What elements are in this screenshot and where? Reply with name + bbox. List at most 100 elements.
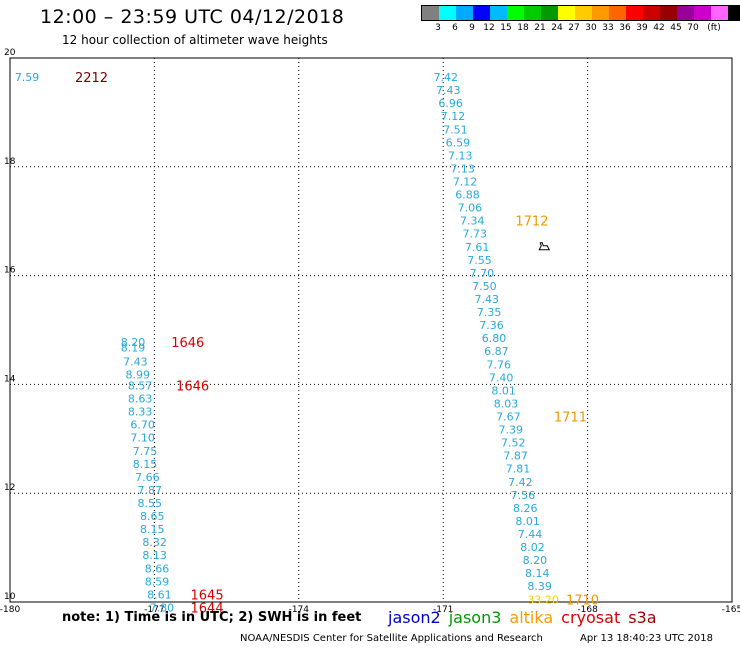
footer-timestamp: Apr 13 18:40:23 UTC 2018	[580, 633, 713, 644]
wave-height-value: 8.59	[145, 575, 170, 588]
wave-height-value: 6.59	[446, 136, 471, 149]
wave-height-value: 8.01	[515, 515, 540, 528]
wave-height-value: 8.33	[128, 406, 153, 419]
wave-height-value: 8.20	[523, 554, 548, 567]
wave-height-value: 7.70	[470, 267, 495, 280]
page-title: 12:00 – 23:59 UTC 04/12/2018	[40, 6, 345, 28]
color-swatch	[524, 6, 541, 20]
color-swatch	[728, 6, 740, 20]
wave-height-value: 7.42	[508, 476, 533, 489]
color-scale-label: 70	[687, 23, 699, 33]
y-tick-label: 10	[4, 592, 16, 602]
color-swatch	[473, 6, 490, 20]
color-scale-label: 30	[585, 23, 597, 33]
x-tick-label: -177	[144, 605, 164, 615]
wave-height-value: 7.59	[15, 71, 39, 84]
wave-height-value: 6.96	[438, 97, 463, 110]
pass-time-label: 1644	[191, 601, 224, 616]
color-swatch	[575, 6, 592, 20]
wave-height-value: 7.55	[467, 254, 492, 267]
wave-height-value: 7.67	[496, 410, 521, 423]
airplane-icon	[538, 242, 551, 251]
wave-height-value: 7.36	[479, 319, 504, 332]
wave-height-value: 7.42	[434, 71, 459, 84]
wave-height-value: 8.01	[491, 384, 516, 397]
wave-height-value: 7.52	[501, 437, 525, 450]
wave-height-value: 8.14	[525, 567, 550, 580]
color-scale-label: 39	[636, 23, 648, 33]
satellite-legend-cryosat: cryosat	[561, 608, 621, 627]
color-scale-label: 21	[534, 23, 546, 33]
color-scale-label: 27	[568, 23, 580, 33]
wave-height-value: 7.43	[474, 293, 499, 306]
wave-height-value: 6.88	[455, 189, 480, 202]
footnote: note: 1) Time is in UTC; 2) SWH is in fe…	[62, 610, 362, 625]
wave-height-value: 7.39	[499, 424, 524, 437]
wave-height-value: 8.20	[121, 336, 146, 349]
color-swatch	[694, 6, 711, 20]
wave-height-value: 7.34	[460, 215, 485, 228]
pass-time-label: 1646	[176, 379, 209, 394]
wave-height-value: 8.02	[520, 541, 545, 554]
satellite-legend-altika: altika	[509, 608, 554, 627]
wave-height-value: 6.80	[482, 332, 507, 345]
y-tick-label: 14	[4, 374, 16, 384]
wave-height-value: 7.87	[503, 450, 528, 463]
wave-height-value: 33.20	[527, 593, 559, 606]
y-tick-label: 12	[4, 483, 15, 493]
satellite-legend-jason2: jason2	[388, 608, 441, 627]
wave-height-value: 7.13	[450, 162, 475, 175]
wave-height-value: 8.39	[527, 580, 552, 593]
pass-time-label: 1645	[191, 588, 224, 603]
wave-height-value: 7.50	[472, 280, 497, 293]
wave-height-value: 7.81	[506, 463, 530, 476]
color-scale-label: 42	[653, 23, 665, 33]
wave-height-value: 7.73	[462, 228, 487, 241]
y-tick-label: 18	[4, 157, 16, 167]
satellite-legend-jason3: jason3	[448, 608, 502, 627]
color-scale-label: 9	[469, 23, 475, 33]
color-scale-label: 15	[500, 23, 512, 33]
wave-height-value: 8.99	[126, 369, 150, 382]
wave-height-value: 6.70	[130, 419, 155, 432]
wave-height-value: 8.63	[128, 393, 153, 406]
page-subtitle: 12 hour collection of altimeter wave hei…	[62, 33, 328, 47]
wave-height-value: 7.51	[443, 123, 468, 136]
wave-height-value: 7.40	[489, 371, 513, 384]
wave-height-value: 7.76	[487, 358, 512, 371]
color-scale-legend: 3 6 9 12 15 18 21 24 27 30 33 36 39 42 45 70 (ft)	[421, 5, 740, 35]
satellite-legend: jason2 jason3 altika cryosat s3a	[388, 608, 665, 627]
color-swatch	[711, 6, 728, 20]
color-scale-label: 33	[602, 23, 614, 33]
color-scale-label: 6	[452, 23, 458, 33]
pass-time-label: 2212	[75, 71, 108, 86]
wave-height-value: 8.13	[142, 549, 167, 562]
x-tick-label: -171	[433, 605, 453, 615]
pass-time-label: 1712	[515, 215, 548, 230]
color-scale-labels: 3 6 9 12 15 18 21 24 27 30 33 36 39 42 45 70 (ft)	[421, 21, 740, 35]
color-swatch	[558, 6, 575, 20]
pass-time-label: 1710	[566, 593, 599, 608]
x-tick-label: -165	[722, 605, 740, 615]
wave-height-value: 7.13	[448, 149, 473, 162]
pass-time-label: 1646	[171, 336, 204, 351]
x-tick-label: -180	[0, 605, 20, 615]
airplane-icon-shape	[538, 242, 551, 251]
wave-height-value: 8.15	[140, 523, 165, 536]
color-swatch	[422, 6, 439, 20]
color-swatch	[660, 6, 677, 20]
wave-height-value: 8.57	[128, 379, 153, 392]
x-tick-label: -168	[577, 605, 598, 615]
color-swatch	[626, 6, 643, 20]
wave-height-value: 7.66	[135, 471, 160, 484]
wave-height-value: 6.87	[484, 345, 509, 358]
x-tick-label: -174	[289, 605, 310, 615]
wave-height-value: 7.75	[133, 445, 158, 458]
map-frame	[9, 57, 733, 603]
wave-height-value: 8.66	[145, 562, 170, 575]
color-scale-label: 45	[670, 23, 682, 33]
color-swatch	[592, 6, 609, 20]
color-swatch	[643, 6, 660, 20]
wave-height-value: 8.55	[138, 497, 163, 510]
